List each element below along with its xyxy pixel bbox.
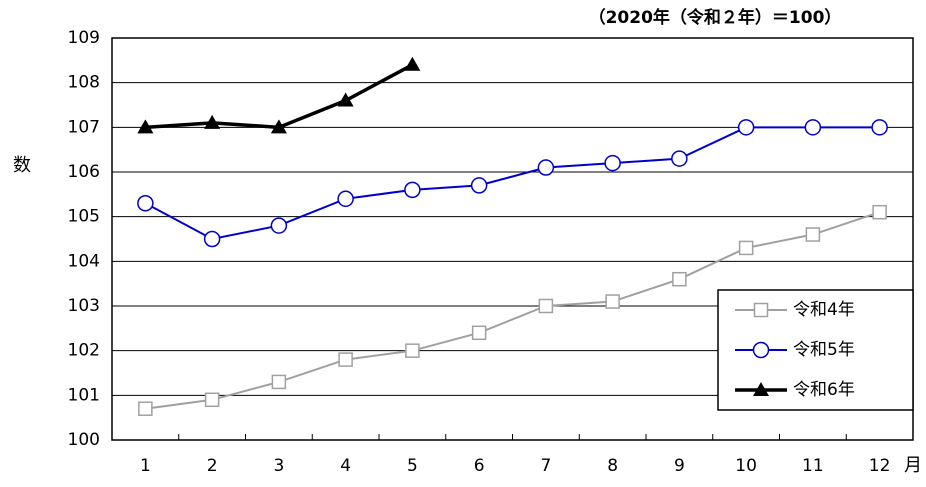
marker	[753, 382, 769, 396]
marker	[404, 181, 421, 199]
marker	[404, 56, 421, 71]
marker	[137, 119, 154, 134]
x-tick-label: 4	[340, 456, 351, 476]
marker	[604, 154, 621, 172]
marker	[204, 114, 221, 129]
marker	[737, 119, 755, 136]
marker	[471, 325, 487, 341]
marker	[270, 217, 288, 234]
marker	[337, 92, 354, 107]
marker	[470, 177, 488, 194]
y-tick-label: 106	[68, 162, 100, 182]
marker	[671, 150, 688, 167]
legend-label: 令和5年	[793, 340, 855, 360]
marker	[337, 190, 354, 208]
series-line	[144, 126, 880, 241]
marker	[804, 119, 822, 136]
x-tick-label: 8	[607, 456, 618, 476]
legend-label: 令和4年	[793, 300, 855, 320]
y-tick-label: 104	[68, 251, 100, 271]
y-tick-label: 102	[68, 341, 100, 361]
marker	[138, 401, 153, 416]
series-line	[145, 211, 880, 410]
x-tick-label: 3	[273, 456, 284, 476]
marker	[270, 119, 287, 134]
y-axis-label: 指数	[10, 0, 31, 328]
y-tick-label: 101	[68, 385, 100, 405]
x-axis-label: 月	[904, 455, 922, 476]
marker	[537, 159, 555, 176]
marker	[872, 204, 887, 220]
marker	[753, 302, 769, 318]
marker	[271, 374, 287, 390]
x-tick-label: 9	[674, 456, 685, 476]
x-tick-label: 1	[140, 456, 151, 476]
marker	[405, 343, 420, 358]
x-tick-label: 10	[735, 456, 757, 476]
marker	[203, 230, 221, 248]
marker	[672, 271, 687, 287]
marker	[538, 298, 554, 314]
marker	[805, 227, 821, 242]
marker	[738, 240, 754, 256]
y-tick-label: 103	[68, 296, 100, 316]
x-tick-label: 11	[802, 456, 824, 476]
chart-title: （2020年（令和２年）＝100）	[589, 7, 842, 28]
marker	[752, 341, 770, 359]
y-tick-label: 105	[68, 207, 100, 227]
marker	[605, 294, 620, 309]
x-tick-label: 6	[474, 456, 485, 476]
x-tick-label: 12	[869, 456, 891, 476]
y-tick-label: 107	[68, 117, 100, 137]
y-tick-label: 109	[68, 28, 100, 48]
x-tick-label: 5	[407, 456, 418, 476]
legend-label: 令和6年	[793, 380, 855, 400]
marker	[338, 352, 353, 367]
y-tick-label: 100	[68, 430, 100, 450]
y-tick-label: 108	[68, 73, 100, 93]
x-tick-label: 2	[207, 456, 218, 476]
x-tick-label: 7	[540, 456, 551, 476]
marker	[871, 119, 888, 136]
marker	[137, 195, 154, 212]
marker	[204, 392, 220, 408]
